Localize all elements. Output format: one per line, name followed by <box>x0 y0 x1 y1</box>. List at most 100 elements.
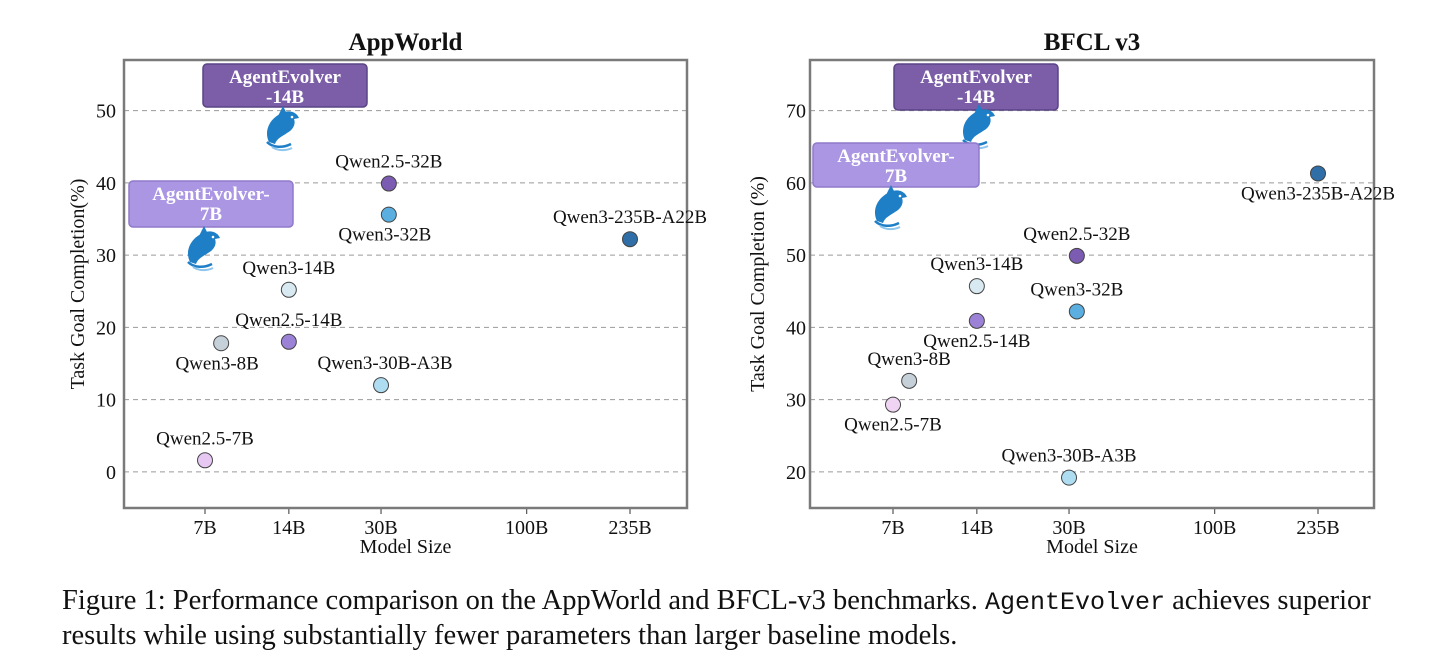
data-point <box>1310 165 1326 182</box>
dolphin-body <box>962 109 995 142</box>
plot-frame <box>808 58 1376 510</box>
x-tick-label: 7B <box>881 517 904 539</box>
data-point <box>1068 247 1085 264</box>
x-axis-label: Model Size <box>1046 536 1138 558</box>
figure-caption: Figure 1: Performance comparison on the … <box>62 584 1392 652</box>
figure: 0 10 20 30 40 50 7B 14B 30B 100B 235B AppWorld Model… <box>67 29 1395 558</box>
y-axis-label: Task Goal Completion(%) <box>67 179 89 390</box>
dolphin-icon <box>187 226 220 272</box>
dolphin-wave-2 <box>192 266 214 272</box>
highlight-badge <box>128 180 294 228</box>
x-tick-label: 7B <box>193 517 216 539</box>
point-label: Qwen2.5-7B <box>844 415 942 436</box>
data-point <box>373 377 390 394</box>
dolphin-wave-2 <box>879 225 901 231</box>
dolphin-fin <box>278 106 287 116</box>
y-tick-label: 30 <box>96 245 116 267</box>
x-tick-label: 100B <box>1193 517 1236 539</box>
chart-0: 0 10 20 30 40 50 7B 14B 30B 100B 235B AppWorld Model… <box>67 29 707 558</box>
dolphin-eye <box>898 194 902 198</box>
dolphin-wave <box>874 220 900 227</box>
chart-1: 20 30 40 50 60 70 7B 14B 30B 100B 235B BFCL v3 Model… <box>747 29 1395 558</box>
data-point <box>901 372 918 389</box>
dolphin-eye <box>986 113 990 117</box>
highlight-badge-line2: 7B <box>885 166 908 187</box>
data-point <box>1068 303 1085 320</box>
data-point <box>213 335 230 352</box>
point-label: Qwen3-32B <box>1030 279 1123 300</box>
dolphin-fin <box>974 104 983 114</box>
caption-mono: AgentEvolver <box>984 588 1166 617</box>
dolphin-fin <box>199 226 208 236</box>
point-label: Qwen3-30B-A3B <box>1001 446 1136 467</box>
point-label: Qwen2.5-32B <box>1023 224 1130 245</box>
highlight-badge <box>202 63 368 108</box>
point-label: Qwen3-8B <box>867 349 950 370</box>
x-tick-label: 14B <box>272 517 305 539</box>
highlight-badge-line1: AgentEvolver <box>229 67 341 88</box>
x-tick-label: 235B <box>1296 517 1339 539</box>
data-point <box>280 333 297 350</box>
x-tick-label: 100B <box>505 517 548 539</box>
chart-title: AppWorld <box>349 29 463 56</box>
data-point <box>197 452 213 469</box>
y-tick-label: 20 <box>786 462 806 484</box>
point-label: Qwen2.5-32B <box>335 152 442 173</box>
y-tick-label: 50 <box>96 101 116 123</box>
dolphin-body <box>266 111 299 144</box>
dolphin-body <box>874 190 907 223</box>
data-point <box>1061 469 1078 486</box>
y-tick-label: 40 <box>786 317 806 339</box>
point-label: Qwen3-235B-A22B <box>553 207 707 228</box>
point-label: Qwen3-14B <box>242 258 335 279</box>
x-tick-label: 30B <box>364 517 397 539</box>
data-point <box>968 312 985 329</box>
highlight-badge-line1: AgentEvolver- <box>837 146 955 167</box>
dolphin-eye <box>211 235 215 239</box>
data-point <box>968 278 985 295</box>
y-tick-label: 70 <box>786 101 806 123</box>
dolphin-eye <box>290 115 294 119</box>
highlight-badge-line2: -14B <box>957 87 995 108</box>
y-tick-label: 20 <box>96 317 116 339</box>
dolphin-fin <box>886 185 895 195</box>
caption-suffix: achieves superior results while using su… <box>62 585 1371 651</box>
highlight-badge-line1: AgentEvolver <box>920 67 1032 88</box>
data-point <box>380 206 397 223</box>
data-point <box>380 175 397 192</box>
highlight-badge-line2: -14B <box>266 87 304 108</box>
dolphin-wave-2 <box>271 146 293 152</box>
y-tick-label: 50 <box>786 245 806 267</box>
y-tick-label: 10 <box>96 390 116 412</box>
dolphin-icon <box>266 106 299 152</box>
chart-title: BFCL v3 <box>1044 29 1141 56</box>
point-label: Qwen3-32B <box>338 225 431 246</box>
y-tick-label: 60 <box>786 173 806 195</box>
point-label: Qwen3-235B-A22B <box>1241 183 1395 204</box>
point-label: Qwen2.5-14B <box>923 331 1030 352</box>
x-tick-label: 235B <box>608 517 651 539</box>
highlight-badge-line1: AgentEvolver- <box>152 184 270 205</box>
data-point <box>280 281 297 298</box>
dolphin-body <box>187 231 220 264</box>
x-axis-label: Model Size <box>360 536 452 558</box>
y-tick-label: 30 <box>786 390 806 412</box>
point-label: Qwen3-14B <box>930 254 1023 275</box>
x-tick-label: 14B <box>960 517 993 539</box>
dolphin-wave <box>187 261 213 268</box>
point-label: Qwen3-8B <box>175 353 258 374</box>
dolphin-icon <box>874 185 907 231</box>
point-label: Qwen2.5-14B <box>235 310 342 331</box>
point-label: Qwen3-30B-A3B <box>317 353 452 374</box>
y-tick-label: 0 <box>106 462 116 484</box>
highlight-badge-line2: 7B <box>200 204 223 225</box>
point-label: Qwen2.5-7B <box>156 428 254 449</box>
x-tick-label: 30B <box>1052 517 1085 539</box>
y-axis-label: Task Goal Completion (%) <box>747 176 769 392</box>
data-point <box>885 396 901 413</box>
highlight-badge <box>812 142 980 188</box>
dolphin-wave <box>266 141 292 148</box>
y-tick-label: 40 <box>96 173 116 195</box>
data-point <box>622 231 638 248</box>
caption-prefix: Figure 1: Performance comparison on the … <box>62 585 985 616</box>
